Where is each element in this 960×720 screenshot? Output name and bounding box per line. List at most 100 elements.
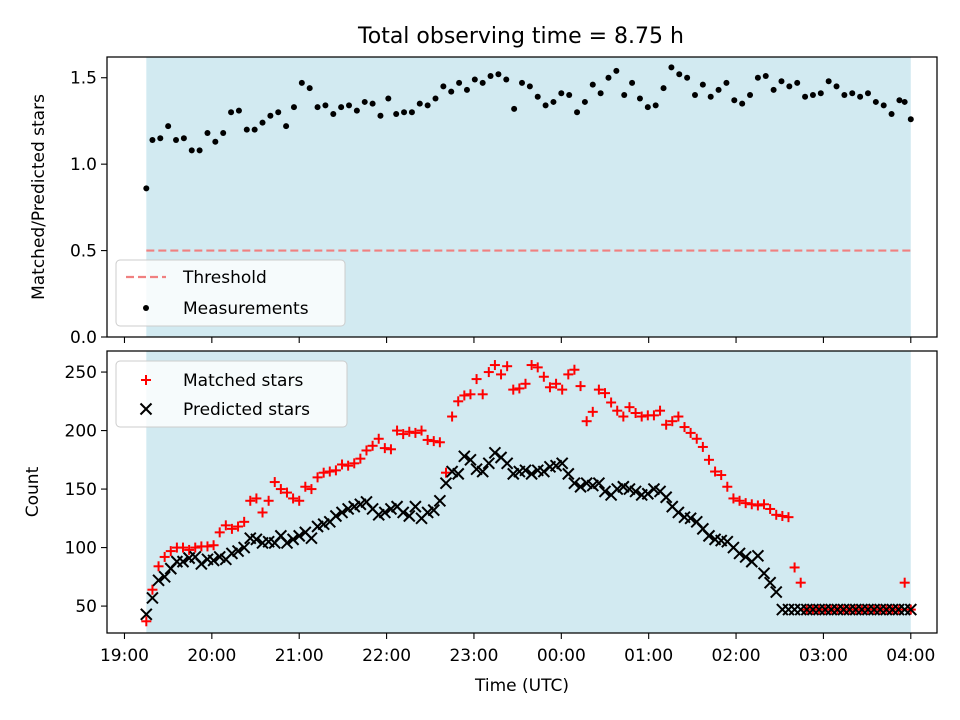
matched-star-point	[275, 484, 286, 495]
predicted-star-point	[537, 465, 551, 478]
matched-star-point	[404, 426, 415, 437]
matched-star-point	[759, 499, 770, 510]
measurement-point	[809, 92, 816, 99]
measurement-point	[463, 86, 470, 93]
y-tick-label: 250	[65, 363, 97, 383]
matched-star-point	[544, 382, 555, 393]
measurement-point	[747, 92, 754, 99]
bottom-legend: Matched stars Predicted stars	[115, 360, 348, 428]
legend-measurements-swatch	[143, 305, 149, 311]
measurement-point	[668, 64, 675, 71]
matched-star-point	[520, 378, 531, 389]
matched-star-point	[685, 427, 696, 438]
matched-star-point	[233, 521, 244, 532]
measurement-point	[511, 105, 518, 112]
measurement-point	[173, 136, 180, 143]
legend-matched-label: Matched stars	[183, 371, 303, 391]
predicted-star-point	[378, 506, 392, 519]
matched-star-point	[220, 520, 231, 531]
measurement-point	[707, 93, 714, 100]
measurement-point	[369, 100, 376, 107]
matched-star-point	[575, 381, 586, 392]
measurement-point	[888, 111, 895, 118]
measurement-point	[322, 102, 329, 109]
matched-star-point	[612, 405, 623, 416]
predicted-star-point	[519, 464, 532, 477]
measurement-point	[361, 98, 368, 105]
measurement-point	[849, 90, 856, 97]
matched-star-point	[141, 616, 152, 627]
matched-star-point	[422, 434, 433, 445]
measurement-point	[857, 93, 864, 100]
matched-star-point	[263, 495, 274, 506]
measurement-point	[526, 83, 533, 90]
measurement-point	[290, 104, 297, 111]
measurement-point	[723, 79, 730, 86]
measurement-point	[157, 135, 164, 142]
predicted-star-point	[555, 457, 569, 470]
matched-star-point	[428, 436, 439, 447]
matched-star-point	[379, 443, 390, 454]
measurement-point	[660, 85, 667, 92]
matched-star-point	[771, 509, 782, 520]
matched-star-point	[667, 416, 678, 427]
y-tick-label: 0.5	[70, 242, 97, 262]
matched-star-point	[697, 441, 708, 452]
matched-star-point	[214, 527, 225, 538]
measurement-point	[629, 79, 636, 86]
x-tick-label: 22:00	[362, 646, 411, 666]
matched-star-point	[226, 523, 237, 534]
measurement-point	[196, 147, 203, 154]
measurement-point	[907, 116, 914, 123]
y-tick-label: 1.5	[70, 69, 97, 89]
measurement-point	[275, 109, 282, 116]
matched-star-point	[330, 465, 341, 476]
measurement-point	[841, 92, 848, 99]
matched-star-point	[251, 493, 262, 504]
measurement-point	[267, 112, 274, 119]
matched-star-point	[178, 542, 189, 553]
predicted-star-point	[757, 567, 771, 580]
measurement-point	[220, 130, 227, 137]
measurement-point	[149, 136, 156, 143]
measurement-point	[519, 79, 525, 86]
matched-star-point	[306, 484, 317, 495]
top-legend: Threshold Measurements	[115, 259, 346, 327]
matched-star-point	[300, 481, 311, 492]
legend-predicted-label: Predicted stars	[183, 400, 310, 420]
measurement-point	[393, 111, 400, 118]
matched-star-point	[740, 498, 751, 509]
matched-star-point	[557, 384, 568, 395]
predicted-star-point	[452, 467, 465, 481]
matched-star-point	[600, 388, 610, 399]
measurement-point	[188, 147, 195, 154]
y-tick-label: 150	[65, 480, 97, 500]
measurement-point	[542, 102, 549, 109]
matched-star-point	[746, 499, 757, 510]
matched-star-point	[477, 389, 488, 400]
matched-star-point	[153, 561, 164, 572]
matched-star-point	[355, 453, 366, 464]
measurement-point	[448, 88, 455, 95]
matched-star-point	[312, 472, 323, 483]
predicted-star-point	[562, 467, 575, 481]
x-tick-label: 04:00	[886, 646, 935, 666]
predicted-star-point	[396, 506, 410, 519]
measurement-point	[691, 92, 698, 99]
measurement-point	[204, 130, 211, 137]
measurement-point	[778, 78, 785, 85]
matched-star-point	[563, 369, 574, 380]
measurement-point	[440, 83, 447, 90]
measurement-point	[385, 95, 392, 102]
measurement-point	[212, 138, 219, 145]
matched-star-point	[673, 411, 684, 422]
measurement-point	[574, 109, 581, 116]
legend-predicted-swatch	[139, 402, 153, 416]
bottom-y-axis-label: Count	[23, 466, 43, 517]
predicted-star-point	[482, 457, 496, 470]
predicted-star-point	[403, 509, 416, 523]
measurement-point	[731, 97, 738, 104]
matched-star-point	[208, 540, 219, 551]
matched-star-point	[349, 458, 360, 469]
predicted-star-point	[458, 450, 471, 463]
